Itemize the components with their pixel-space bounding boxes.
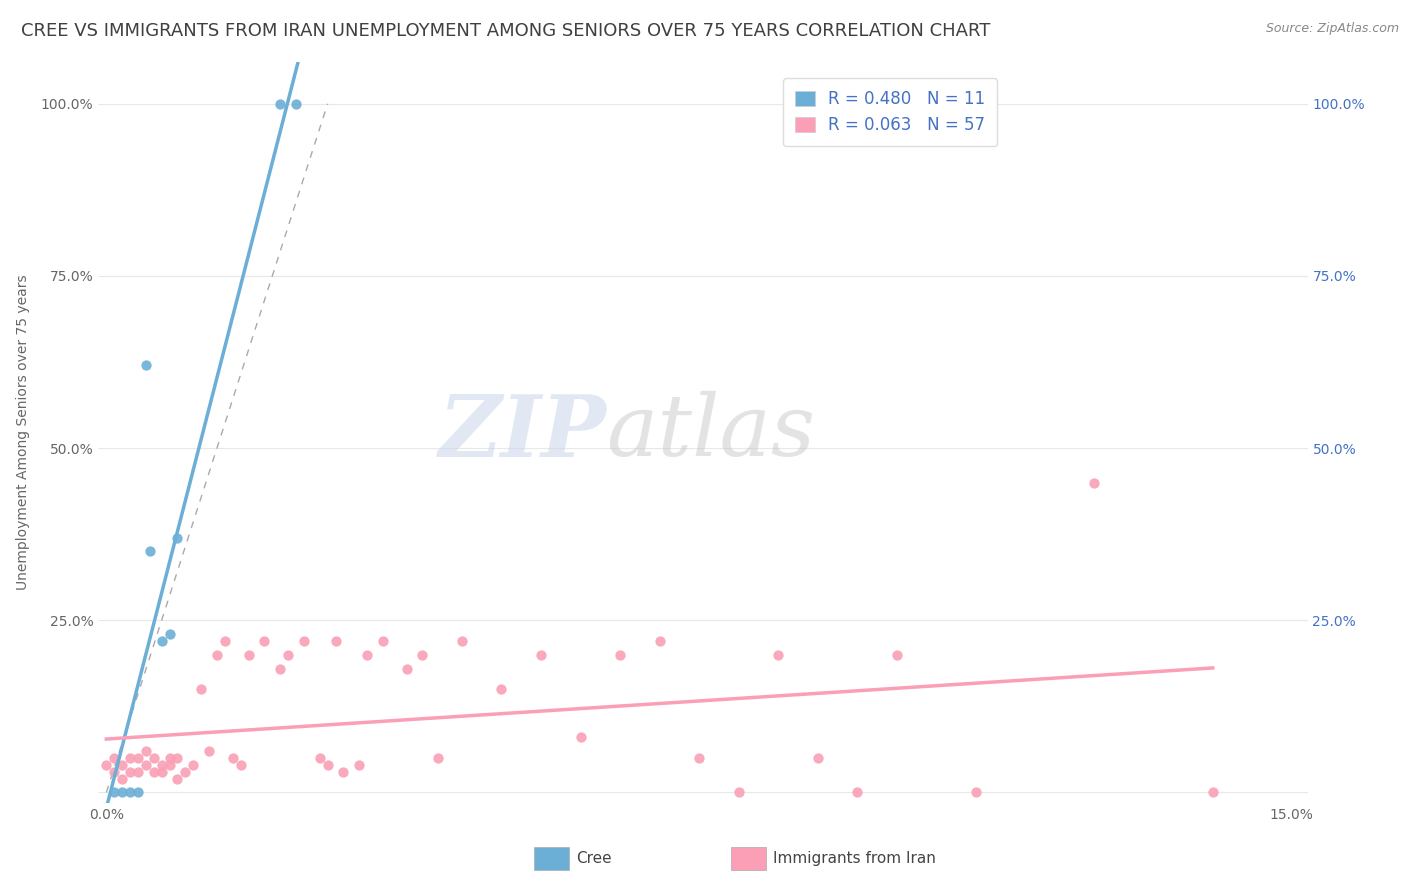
- Point: [181, 758, 204, 772]
- Point: [135, 744, 157, 758]
- Point: [807, 751, 830, 765]
- Point: [159, 627, 181, 641]
- Point: [269, 96, 291, 111]
- Point: [111, 772, 134, 786]
- Point: [214, 634, 236, 648]
- Point: [569, 731, 592, 745]
- Point: [135, 359, 157, 373]
- Point: [222, 751, 245, 765]
- Point: [142, 764, 165, 779]
- Point: [253, 634, 276, 648]
- Point: [766, 648, 789, 662]
- Point: [238, 648, 260, 662]
- Point: [269, 661, 291, 675]
- Point: [609, 648, 631, 662]
- Text: atlas: atlas: [606, 392, 815, 474]
- Point: [356, 648, 378, 662]
- Point: [118, 751, 141, 765]
- Point: [127, 751, 149, 765]
- Point: [111, 785, 134, 799]
- Text: Source: ZipAtlas.com: Source: ZipAtlas.com: [1265, 22, 1399, 36]
- Point: [111, 758, 134, 772]
- Point: [727, 785, 749, 799]
- Text: Cree: Cree: [576, 851, 612, 866]
- Point: [96, 758, 118, 772]
- Point: [292, 634, 315, 648]
- Point: [142, 751, 165, 765]
- Point: [166, 751, 188, 765]
- Point: [127, 764, 149, 779]
- Point: [103, 785, 125, 799]
- Point: [159, 758, 181, 772]
- Point: [103, 751, 125, 765]
- Point: [332, 764, 354, 779]
- Point: [139, 544, 162, 558]
- Point: [530, 648, 553, 662]
- Point: [277, 648, 299, 662]
- Point: [965, 785, 987, 799]
- Point: [205, 648, 228, 662]
- Y-axis label: Unemployment Among Seniors over 75 years: Unemployment Among Seniors over 75 years: [15, 275, 30, 591]
- Point: [395, 661, 418, 675]
- Point: [1202, 785, 1225, 799]
- Point: [491, 682, 513, 697]
- Point: [648, 634, 671, 648]
- Point: [451, 634, 474, 648]
- Point: [150, 758, 173, 772]
- Point: [846, 785, 869, 799]
- Point: [150, 764, 173, 779]
- Point: [174, 764, 197, 779]
- Point: [325, 634, 347, 648]
- Point: [688, 751, 710, 765]
- Point: [285, 96, 308, 111]
- Point: [308, 751, 330, 765]
- Point: [118, 764, 141, 779]
- Point: [371, 634, 394, 648]
- Point: [229, 758, 252, 772]
- Point: [198, 744, 221, 758]
- Point: [166, 772, 188, 786]
- Point: [411, 648, 433, 662]
- Point: [190, 682, 212, 697]
- Legend: R = 0.480   N = 11, R = 0.063   N = 57: R = 0.480 N = 11, R = 0.063 N = 57: [783, 78, 997, 146]
- Point: [347, 758, 370, 772]
- Point: [159, 751, 181, 765]
- Text: Immigrants from Iran: Immigrants from Iran: [773, 851, 936, 866]
- Point: [316, 758, 339, 772]
- Point: [427, 751, 450, 765]
- Text: ZIP: ZIP: [439, 391, 606, 475]
- Text: CREE VS IMMIGRANTS FROM IRAN UNEMPLOYMENT AMONG SENIORS OVER 75 YEARS CORRELATIO: CREE VS IMMIGRANTS FROM IRAN UNEMPLOYMEN…: [21, 22, 990, 40]
- Point: [1083, 475, 1105, 490]
- Point: [150, 634, 173, 648]
- Point: [886, 648, 908, 662]
- Point: [135, 758, 157, 772]
- Point: [166, 531, 188, 545]
- Point: [118, 785, 141, 799]
- Point: [103, 764, 125, 779]
- Point: [127, 785, 149, 799]
